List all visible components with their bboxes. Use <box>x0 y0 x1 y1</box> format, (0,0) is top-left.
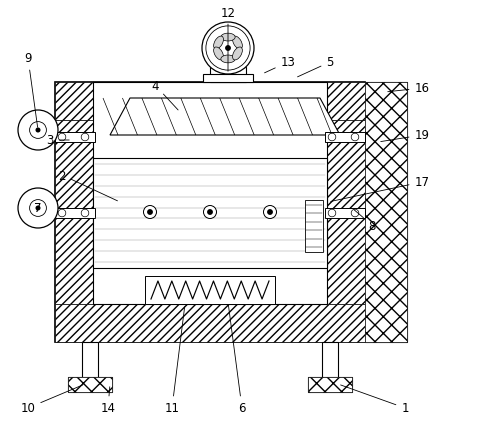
Bar <box>55 83 365 342</box>
Bar <box>68 377 112 392</box>
Circle shape <box>226 47 230 51</box>
Text: 2: 2 <box>58 169 118 201</box>
Circle shape <box>328 210 336 217</box>
Circle shape <box>202 23 254 75</box>
Text: 13: 13 <box>264 56 295 74</box>
Text: 16: 16 <box>388 82 430 95</box>
Bar <box>325 209 365 218</box>
Text: 10: 10 <box>21 385 82 415</box>
Bar <box>308 377 352 392</box>
Polygon shape <box>110 99 340 136</box>
Text: 7: 7 <box>34 202 42 215</box>
Bar <box>55 83 365 121</box>
Bar <box>55 304 365 342</box>
Text: 4: 4 <box>151 79 178 111</box>
Bar <box>55 121 93 304</box>
Circle shape <box>18 111 58 150</box>
Circle shape <box>36 129 40 132</box>
Bar <box>93 83 327 304</box>
Circle shape <box>328 134 336 141</box>
Circle shape <box>58 134 66 141</box>
Text: 3: 3 <box>46 134 69 147</box>
Bar <box>305 200 323 252</box>
Bar <box>68 377 112 392</box>
Circle shape <box>30 122 46 139</box>
Bar <box>203 75 253 83</box>
Circle shape <box>58 210 66 217</box>
Circle shape <box>30 200 46 217</box>
Bar <box>322 342 338 378</box>
Bar <box>82 342 98 378</box>
Text: 5: 5 <box>297 56 334 78</box>
Ellipse shape <box>232 48 242 61</box>
Ellipse shape <box>214 48 223 61</box>
Circle shape <box>206 27 250 71</box>
Bar <box>365 83 407 342</box>
Text: 1: 1 <box>341 385 409 415</box>
Circle shape <box>36 207 40 210</box>
Bar <box>210 68 246 83</box>
Circle shape <box>81 134 89 141</box>
Text: 14: 14 <box>100 387 116 415</box>
Ellipse shape <box>232 37 242 50</box>
Circle shape <box>143 206 156 219</box>
Ellipse shape <box>221 34 235 42</box>
Bar <box>55 209 95 218</box>
Circle shape <box>263 206 276 219</box>
Text: 8: 8 <box>354 210 376 232</box>
Bar <box>365 83 407 342</box>
Bar <box>327 121 365 304</box>
Circle shape <box>268 210 272 215</box>
Text: 12: 12 <box>220 6 236 72</box>
Circle shape <box>81 210 89 217</box>
Bar <box>308 377 352 392</box>
Circle shape <box>208 210 212 215</box>
Ellipse shape <box>214 37 223 50</box>
Bar <box>55 133 95 143</box>
Circle shape <box>351 210 359 217</box>
Text: 11: 11 <box>164 307 185 415</box>
Text: 6: 6 <box>228 305 246 415</box>
Circle shape <box>18 189 58 228</box>
Bar <box>145 276 275 304</box>
Circle shape <box>204 206 217 219</box>
Bar <box>93 159 327 268</box>
Ellipse shape <box>221 56 235 64</box>
Bar <box>325 133 365 143</box>
Circle shape <box>148 210 152 215</box>
Text: 19: 19 <box>381 129 430 142</box>
Text: 17: 17 <box>331 176 430 202</box>
Circle shape <box>351 134 359 141</box>
Text: 9: 9 <box>24 52 38 128</box>
